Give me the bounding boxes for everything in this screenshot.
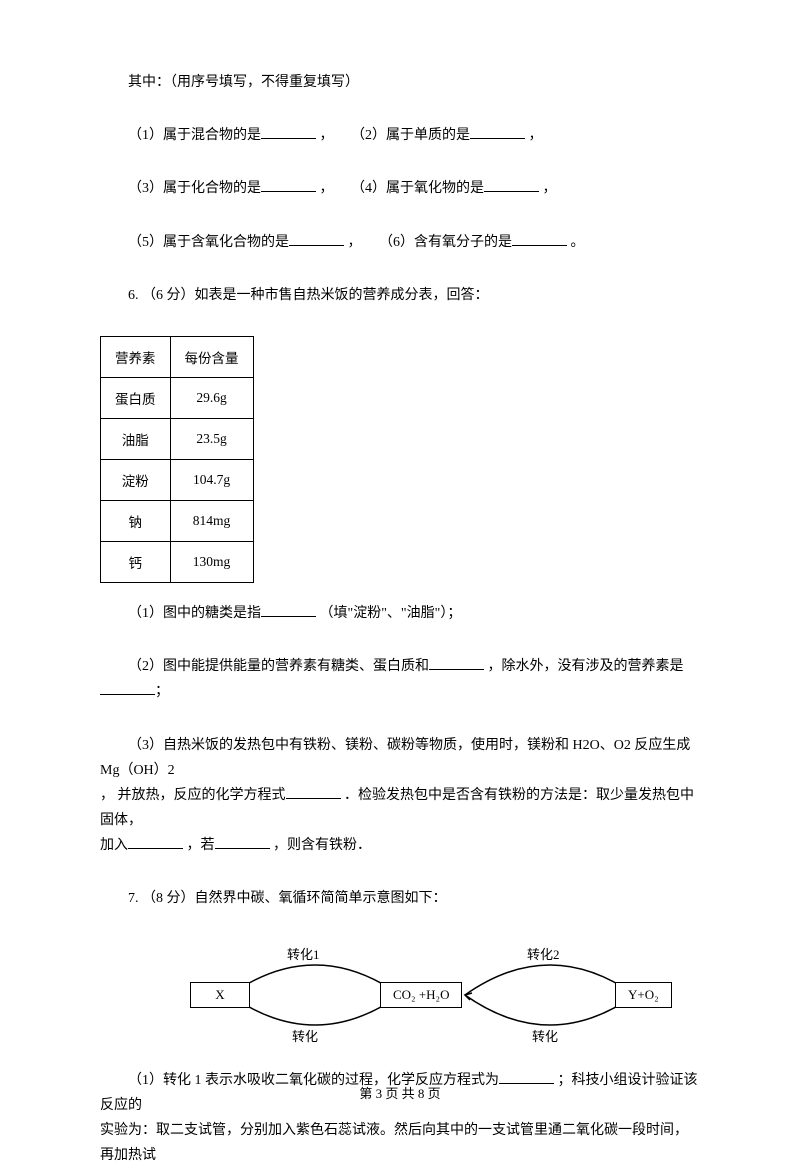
comma: ， [320, 181, 334, 196]
blank-5[interactable] [289, 232, 344, 246]
comma: ， [348, 235, 362, 250]
item-6: （6）含有氧分子的是 [379, 235, 512, 250]
q6-p3d: 加入 [100, 838, 128, 853]
blank-q6-6[interactable] [215, 835, 270, 849]
q6-p3a: （3）自热米饭的发热包中有铁粉、镁粉、碳粉等物质，使用时，镁粉和 H2O、O2 … [100, 738, 690, 778]
nutrition-table: 营养素 每份含量 蛋白质 29.6g 油脂 23.5g 淀粉 104.7g 钠 … [100, 336, 254, 583]
q6-p2: （2）图中能提供能量的营养素有糖类、蛋白质和 ，除水外，没有涉及的营养素是 ； [100, 654, 700, 704]
th-amount: 每份含量 [170, 336, 253, 377]
diagram-label-4: 转化 [530, 1026, 560, 1045]
box-y-text: Y+O₂ [628, 987, 659, 1002]
q6-p2a: （2）图中能提供能量的营养素有糖类、蛋白质和 [128, 659, 429, 674]
cell-value: 23.5g [170, 418, 253, 459]
diagram-box-y: Y+O₂ [615, 982, 672, 1008]
comma: ， [529, 128, 543, 143]
q7-header: 7. （8 分）自然界中碳、氧循环简简单示意图如下： [100, 886, 700, 911]
blank-3[interactable] [261, 178, 316, 192]
intro-text: 其中：（用序号填写，不得重复填写） [128, 75, 359, 90]
intro-items-row3: （5）属于含氧化合物的是 ， （6）含有氧分子的是 。 [100, 230, 700, 255]
q6-p3b: ， 并放热，反应的化学方程式 [100, 788, 286, 803]
diagram-label-2: 转化2 [525, 944, 562, 963]
page-footer: 第 3 页 共 8 页 [0, 1083, 800, 1102]
cell-name: 淀粉 [101, 459, 171, 500]
intro-items-row1: （1）属于混合物的是 ， （2）属于单质的是 ， [100, 123, 700, 148]
cell-name: 蛋白质 [101, 377, 171, 418]
blank-1[interactable] [261, 125, 316, 139]
table-row: 油脂 23.5g [101, 418, 254, 459]
blank-q6-2[interactable] [429, 656, 484, 670]
diagram-box-mid: CO₂ +H₂O [380, 982, 462, 1008]
intro-items-row2: （3）属于化合物的是 ， （4）属于氧化物的是 ， [100, 176, 700, 201]
q6-p3e: ，若 [187, 838, 215, 853]
box-mid-text: CO₂ +H₂O [393, 987, 449, 1002]
cell-value: 29.6g [170, 377, 253, 418]
blank-q6-3[interactable] [100, 681, 155, 695]
table-row: 淀粉 104.7g [101, 459, 254, 500]
diagram-label-3: 转化 [290, 1026, 320, 1045]
table-row: 钠 814mg [101, 500, 254, 541]
blank-2[interactable] [470, 125, 525, 139]
q6-p1b: （填"淀粉"、"油脂"）； [320, 606, 462, 621]
comma: ， [320, 128, 334, 143]
cell-value: 130mg [170, 541, 253, 582]
blank-q7-1[interactable] [499, 1070, 554, 1084]
q6-header: 6. （6 分）如表是一种市售自热米饭的营养成分表，回答： [100, 283, 700, 308]
cell-name: 油脂 [101, 418, 171, 459]
blank-q6-5[interactable] [128, 835, 183, 849]
diagram-box-x: X [190, 982, 250, 1008]
blank-q6-1[interactable] [261, 603, 316, 617]
q7-header-text: 7. （8 分）自然界中碳、氧循环简简单示意图如下： [128, 891, 447, 906]
table-row: 蛋白质 29.6g [101, 377, 254, 418]
comma: ， [543, 181, 557, 196]
item-4: （4）属于氧化物的是 [351, 181, 484, 196]
blank-6[interactable] [512, 232, 567, 246]
q6-p1: （1）图中的糖类是指 （填"淀粉"、"油脂"）； [100, 601, 700, 626]
q6-p2b: ，除水外，没有涉及的营养素是 [488, 659, 684, 674]
q6-p2c: ； [155, 684, 169, 699]
q6-p3: （3）自热米饭的发热包中有铁粉、镁粉、碳粉等物质，使用时，镁粉和 H2O、O2 … [100, 733, 700, 859]
q7-p1c: 实验为：取二支试管，分别加入紫色石蕊试液。然后向其中的一支试管里通二氧化碳一段时… [100, 1118, 700, 1168]
period: 。 [571, 235, 585, 250]
cell-value: 104.7g [170, 459, 253, 500]
cell-name: 钙 [101, 541, 171, 582]
cell-name: 钠 [101, 500, 171, 541]
blank-q6-4[interactable] [286, 785, 341, 799]
q6-p3f: ，则含有铁粉． [273, 838, 371, 853]
item-3: （3）属于化合物的是 [128, 181, 261, 196]
footer-text: 第 3 页 共 8 页 [359, 1086, 440, 1101]
cycle-diagram: X CO₂ +H₂O Y+O₂ 转化1 转化2 转化 转化 [190, 940, 670, 1050]
box-x-text: X [215, 987, 224, 1002]
q6-p1a: （1）图中的糖类是指 [128, 606, 261, 621]
table-header-row: 营养素 每份含量 [101, 336, 254, 377]
table-row: 钙 130mg [101, 541, 254, 582]
blank-4[interactable] [484, 178, 539, 192]
item-2: （2）属于单质的是 [351, 128, 470, 143]
q6-header-text: 6. （6 分）如表是一种市售自热米饭的营养成分表，回答： [128, 288, 489, 303]
item-5: （5）属于含氧化合物的是 [128, 235, 289, 250]
item-1: （1）属于混合物的是 [128, 128, 261, 143]
cell-value: 814mg [170, 500, 253, 541]
th-nutrient: 营养素 [101, 336, 171, 377]
intro-line: 其中：（用序号填写，不得重复填写） [100, 70, 700, 95]
diagram-label-1: 转化1 [285, 944, 322, 963]
